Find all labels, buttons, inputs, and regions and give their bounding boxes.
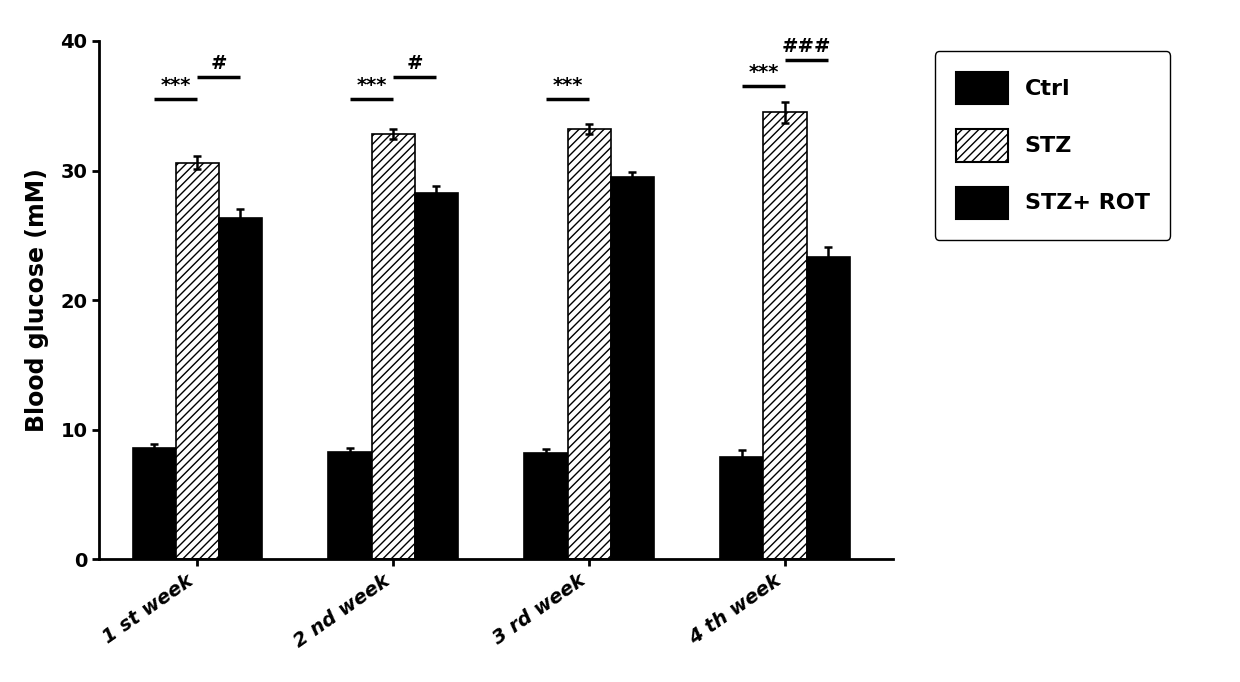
Bar [133, 448, 176, 559]
Bar [806, 257, 849, 559]
Text: ***: *** [552, 76, 583, 95]
Y-axis label: Blood glucose (mM): Blood glucose (mM) [25, 168, 50, 432]
Bar [568, 129, 610, 559]
Bar [218, 218, 262, 559]
Bar [764, 113, 806, 559]
Text: #: # [407, 55, 423, 74]
Bar [414, 192, 458, 559]
Bar [610, 177, 653, 559]
Bar [372, 134, 414, 559]
Text: ***: *** [160, 76, 191, 95]
Bar [720, 457, 764, 559]
Legend: Ctrl, STZ, STZ+ ROT: Ctrl, STZ, STZ+ ROT [935, 51, 1171, 239]
Bar [525, 453, 568, 559]
Text: ***: *** [748, 63, 779, 83]
Text: ***: *** [356, 76, 387, 95]
Text: ###: ### [782, 38, 831, 57]
Bar [329, 451, 372, 559]
Text: #: # [211, 55, 227, 74]
Bar [176, 163, 218, 559]
